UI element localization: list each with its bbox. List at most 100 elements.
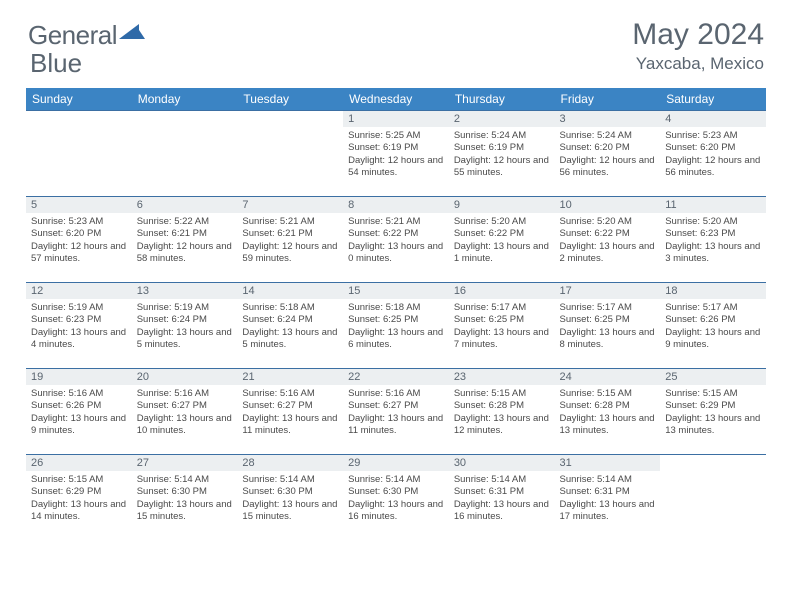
day-details: Sunrise: 5:14 AM Sunset: 6:30 PM Dayligh… [343, 471, 449, 526]
day-details: Sunrise: 5:14 AM Sunset: 6:31 PM Dayligh… [449, 471, 555, 526]
day-details: Sunrise: 5:21 AM Sunset: 6:21 PM Dayligh… [237, 213, 343, 268]
day-details: Sunrise: 5:23 AM Sunset: 6:20 PM Dayligh… [660, 127, 766, 182]
calendar-cell: 31Sunrise: 5:14 AM Sunset: 6:31 PM Dayli… [555, 455, 661, 541]
day-details: Sunrise: 5:14 AM Sunset: 6:31 PM Dayligh… [555, 471, 661, 526]
calendar-cell: 26Sunrise: 5:15 AM Sunset: 6:29 PM Dayli… [26, 455, 132, 541]
day-number: 31 [555, 455, 661, 471]
calendar-cell: 19Sunrise: 5:16 AM Sunset: 6:26 PM Dayli… [26, 369, 132, 455]
weekday-header: Tuesday [237, 88, 343, 111]
day-number: 29 [343, 455, 449, 471]
day-number: 6 [132, 197, 238, 213]
calendar-cell: 29Sunrise: 5:14 AM Sunset: 6:30 PM Dayli… [343, 455, 449, 541]
day-details: Sunrise: 5:15 AM Sunset: 6:29 PM Dayligh… [26, 471, 132, 526]
day-details: Sunrise: 5:17 AM Sunset: 6:25 PM Dayligh… [555, 299, 661, 354]
calendar-cell: 3Sunrise: 5:24 AM Sunset: 6:20 PM Daylig… [555, 111, 661, 197]
day-number: 7 [237, 197, 343, 213]
day-number: 15 [343, 283, 449, 299]
day-details: Sunrise: 5:21 AM Sunset: 6:22 PM Dayligh… [343, 213, 449, 268]
day-number: 3 [555, 111, 661, 127]
header: General May 2024 Yaxcaba, Mexico [0, 0, 792, 82]
day-details: Sunrise: 5:22 AM Sunset: 6:21 PM Dayligh… [132, 213, 238, 268]
calendar-row: 1Sunrise: 5:25 AM Sunset: 6:19 PM Daylig… [26, 111, 766, 197]
day-details [237, 115, 343, 121]
calendar-cell: 11Sunrise: 5:20 AM Sunset: 6:23 PM Dayli… [660, 197, 766, 283]
calendar-cell: 15Sunrise: 5:18 AM Sunset: 6:25 PM Dayli… [343, 283, 449, 369]
calendar-table: Sunday Monday Tuesday Wednesday Thursday… [26, 88, 766, 541]
calendar-cell: 1Sunrise: 5:25 AM Sunset: 6:19 PM Daylig… [343, 111, 449, 197]
day-details: Sunrise: 5:16 AM Sunset: 6:27 PM Dayligh… [343, 385, 449, 440]
calendar-cell: 27Sunrise: 5:14 AM Sunset: 6:30 PM Dayli… [132, 455, 238, 541]
day-number: 20 [132, 369, 238, 385]
day-details: Sunrise: 5:24 AM Sunset: 6:19 PM Dayligh… [449, 127, 555, 182]
day-details: Sunrise: 5:14 AM Sunset: 6:30 PM Dayligh… [132, 471, 238, 526]
location: Yaxcaba, Mexico [632, 54, 764, 74]
calendar-row: 12Sunrise: 5:19 AM Sunset: 6:23 PM Dayli… [26, 283, 766, 369]
day-number: 1 [343, 111, 449, 127]
calendar-cell [26, 111, 132, 197]
day-details: Sunrise: 5:23 AM Sunset: 6:20 PM Dayligh… [26, 213, 132, 268]
day-number: 10 [555, 197, 661, 213]
day-number: 21 [237, 369, 343, 385]
calendar-cell: 2Sunrise: 5:24 AM Sunset: 6:19 PM Daylig… [449, 111, 555, 197]
calendar-row: 19Sunrise: 5:16 AM Sunset: 6:26 PM Dayli… [26, 369, 766, 455]
calendar-cell: 13Sunrise: 5:19 AM Sunset: 6:24 PM Dayli… [132, 283, 238, 369]
calendar-cell: 24Sunrise: 5:15 AM Sunset: 6:28 PM Dayli… [555, 369, 661, 455]
day-details: Sunrise: 5:15 AM Sunset: 6:29 PM Dayligh… [660, 385, 766, 440]
calendar-cell: 8Sunrise: 5:21 AM Sunset: 6:22 PM Daylig… [343, 197, 449, 283]
calendar-cell: 20Sunrise: 5:16 AM Sunset: 6:27 PM Dayli… [132, 369, 238, 455]
day-number: 27 [132, 455, 238, 471]
logo-text-b: Blue [30, 48, 82, 79]
day-number: 24 [555, 369, 661, 385]
day-number: 12 [26, 283, 132, 299]
day-number: 30 [449, 455, 555, 471]
weekday-header: Sunday [26, 88, 132, 111]
day-details: Sunrise: 5:19 AM Sunset: 6:24 PM Dayligh… [132, 299, 238, 354]
month-title: May 2024 [632, 18, 764, 52]
calendar-cell: 9Sunrise: 5:20 AM Sunset: 6:22 PM Daylig… [449, 197, 555, 283]
calendar-cell: 28Sunrise: 5:14 AM Sunset: 6:30 PM Dayli… [237, 455, 343, 541]
weekday-header: Wednesday [343, 88, 449, 111]
day-number: 17 [555, 283, 661, 299]
calendar-cell: 30Sunrise: 5:14 AM Sunset: 6:31 PM Dayli… [449, 455, 555, 541]
calendar-cell: 25Sunrise: 5:15 AM Sunset: 6:29 PM Dayli… [660, 369, 766, 455]
day-number: 5 [26, 197, 132, 213]
day-details: Sunrise: 5:15 AM Sunset: 6:28 PM Dayligh… [449, 385, 555, 440]
calendar-body: 1Sunrise: 5:25 AM Sunset: 6:19 PM Daylig… [26, 111, 766, 541]
logo-text-a: General [28, 20, 117, 51]
calendar-cell: 18Sunrise: 5:17 AM Sunset: 6:26 PM Dayli… [660, 283, 766, 369]
day-details: Sunrise: 5:15 AM Sunset: 6:28 PM Dayligh… [555, 385, 661, 440]
day-details: Sunrise: 5:20 AM Sunset: 6:22 PM Dayligh… [449, 213, 555, 268]
day-number: 26 [26, 455, 132, 471]
day-details [132, 115, 238, 121]
day-details: Sunrise: 5:20 AM Sunset: 6:23 PM Dayligh… [660, 213, 766, 268]
day-details: Sunrise: 5:16 AM Sunset: 6:27 PM Dayligh… [237, 385, 343, 440]
day-number: 22 [343, 369, 449, 385]
calendar-cell: 12Sunrise: 5:19 AM Sunset: 6:23 PM Dayli… [26, 283, 132, 369]
day-number: 19 [26, 369, 132, 385]
calendar-row: 26Sunrise: 5:15 AM Sunset: 6:29 PM Dayli… [26, 455, 766, 541]
calendar-cell: 22Sunrise: 5:16 AM Sunset: 6:27 PM Dayli… [343, 369, 449, 455]
day-number: 23 [449, 369, 555, 385]
calendar-cell: 10Sunrise: 5:20 AM Sunset: 6:22 PM Dayli… [555, 197, 661, 283]
day-number: 8 [343, 197, 449, 213]
calendar-cell: 4Sunrise: 5:23 AM Sunset: 6:20 PM Daylig… [660, 111, 766, 197]
calendar-row: 5Sunrise: 5:23 AM Sunset: 6:20 PM Daylig… [26, 197, 766, 283]
day-details: Sunrise: 5:24 AM Sunset: 6:20 PM Dayligh… [555, 127, 661, 182]
calendar-cell: 14Sunrise: 5:18 AM Sunset: 6:24 PM Dayli… [237, 283, 343, 369]
weekday-header: Monday [132, 88, 238, 111]
day-details: Sunrise: 5:16 AM Sunset: 6:26 PM Dayligh… [26, 385, 132, 440]
day-number: 25 [660, 369, 766, 385]
title-block: May 2024 Yaxcaba, Mexico [632, 18, 764, 74]
weekday-header: Thursday [449, 88, 555, 111]
day-number: 11 [660, 197, 766, 213]
day-number: 18 [660, 283, 766, 299]
day-number: 2 [449, 111, 555, 127]
day-details: Sunrise: 5:19 AM Sunset: 6:23 PM Dayligh… [26, 299, 132, 354]
day-number: 16 [449, 283, 555, 299]
day-details: Sunrise: 5:20 AM Sunset: 6:22 PM Dayligh… [555, 213, 661, 268]
day-number: 14 [237, 283, 343, 299]
day-details [26, 115, 132, 121]
calendar-cell: 23Sunrise: 5:15 AM Sunset: 6:28 PM Dayli… [449, 369, 555, 455]
calendar-cell: 17Sunrise: 5:17 AM Sunset: 6:25 PM Dayli… [555, 283, 661, 369]
weekday-header: Friday [555, 88, 661, 111]
